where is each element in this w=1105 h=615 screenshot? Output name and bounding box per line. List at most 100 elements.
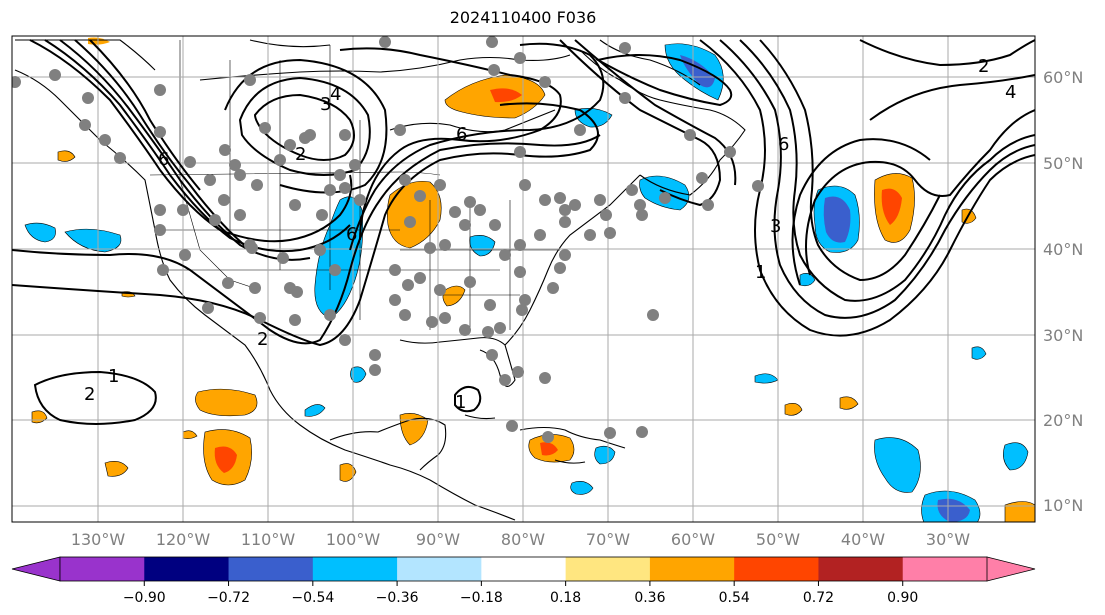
station-dot [434, 179, 446, 191]
station-dot [534, 229, 546, 241]
station-dot [394, 124, 406, 136]
colorbar-tick-label: 0.72 [803, 590, 834, 606]
station-dot [414, 190, 426, 202]
station-dot [404, 216, 416, 228]
colorbar-tick-label: −0.90 [123, 590, 166, 606]
station-dot [506, 420, 518, 432]
station-dot [486, 36, 498, 48]
station-dot [604, 227, 616, 239]
station-dot [234, 169, 246, 181]
station-dot [209, 214, 221, 226]
colorbar-bin [734, 557, 819, 581]
lon-label: 90°W [416, 530, 460, 549]
colorbar-bin [818, 557, 904, 581]
lon-label: 130°W [71, 530, 126, 549]
station-dot [516, 304, 528, 316]
station-dot [414, 272, 426, 284]
station-dot [154, 204, 166, 216]
coastlines [14, 39, 746, 521]
contour-label: 1 [455, 392, 466, 413]
colorbar-bin [144, 557, 230, 581]
station-dot [249, 282, 261, 294]
map-title: 2024110400 F036 [449, 8, 597, 27]
lon-label: 120°W [156, 530, 211, 549]
station-dot [299, 132, 311, 144]
station-dot [12, 76, 21, 88]
contour-label: 1 [108, 366, 119, 387]
station-dot [439, 312, 451, 324]
station-dot [519, 179, 531, 191]
station-dot [499, 374, 511, 386]
station-dot [696, 172, 708, 184]
station-dot [519, 294, 531, 306]
station-dot [274, 154, 286, 166]
station-dot [49, 69, 61, 81]
station-dot [426, 316, 438, 328]
station-dot [114, 152, 126, 164]
station-dot [542, 431, 554, 443]
station-dot [329, 264, 341, 276]
lon-label: 110°W [241, 530, 296, 549]
station-dot [314, 244, 326, 256]
longitude-labels: 130°W 120°W 110°W 100°W 90°W 80°W 70°W 6… [71, 530, 970, 549]
lat-label: 10°N [1043, 496, 1083, 515]
station-dot [684, 129, 696, 141]
station-dot [514, 266, 526, 278]
contour-label: 4 [330, 84, 341, 105]
contour-label: 6 [778, 134, 789, 155]
station-dot [424, 242, 436, 254]
station-dot [600, 209, 612, 221]
station-dot [539, 372, 551, 384]
colorbar-over-arrow [986, 556, 1036, 582]
anomaly-fill [24, 37, 1035, 522]
station-dot [636, 209, 648, 221]
station-dot [594, 194, 606, 206]
station-dot [316, 209, 328, 221]
station-dot [584, 229, 596, 241]
station-dot [489, 219, 501, 231]
station-dot [354, 194, 366, 206]
colorbar-tick-label: 0.54 [719, 590, 750, 606]
station-dot [512, 366, 524, 378]
station-dot [399, 174, 411, 186]
station-dot [177, 204, 189, 216]
station-dot [202, 302, 214, 314]
station-dot [246, 242, 258, 254]
contour-label: 2 [257, 329, 268, 350]
contour-label: 2 [295, 144, 306, 165]
contour-label: 1 [755, 262, 766, 283]
colorbar-tick-label: −0.36 [376, 590, 419, 606]
colorbar-tick-label: −0.72 [207, 590, 250, 606]
lon-label: 40°W [841, 530, 885, 549]
station-dot [379, 36, 391, 48]
station-dot [204, 174, 216, 186]
station-dot [647, 309, 659, 321]
station-dot [154, 84, 166, 96]
station-dot [219, 144, 231, 156]
station-dot [259, 122, 271, 134]
station-dot [547, 282, 559, 294]
station-dot [626, 184, 638, 196]
contour-label: 6 [158, 149, 169, 170]
contour-label: 2 [84, 384, 95, 405]
colorbar-outline [59, 556, 988, 582]
contour-label: 4 [1005, 82, 1016, 103]
station-dot [539, 76, 551, 88]
station-dot [488, 64, 500, 76]
station-dot [402, 279, 414, 291]
colorbar-tick-label: −0.18 [460, 590, 503, 606]
latitude-labels: 60°N 50°N 40°N 30°N 20°N 10°N [1043, 68, 1083, 515]
station-dot [369, 349, 381, 361]
colorbar: −0.90 −0.72 −0.54 −0.36 −0.18 0.18 0.36 0.54 0.7… [11, 556, 1036, 606]
map-frame [11, 35, 1036, 523]
station-dot [474, 204, 486, 216]
station-dot [482, 326, 494, 338]
station-dot [554, 262, 566, 274]
lon-label: 30°W [926, 530, 970, 549]
colorbar-under-arrow [11, 556, 61, 582]
colorbar-bin [312, 557, 398, 581]
station-dot [254, 312, 266, 324]
station-dot [659, 192, 671, 204]
station-dot [251, 179, 263, 191]
